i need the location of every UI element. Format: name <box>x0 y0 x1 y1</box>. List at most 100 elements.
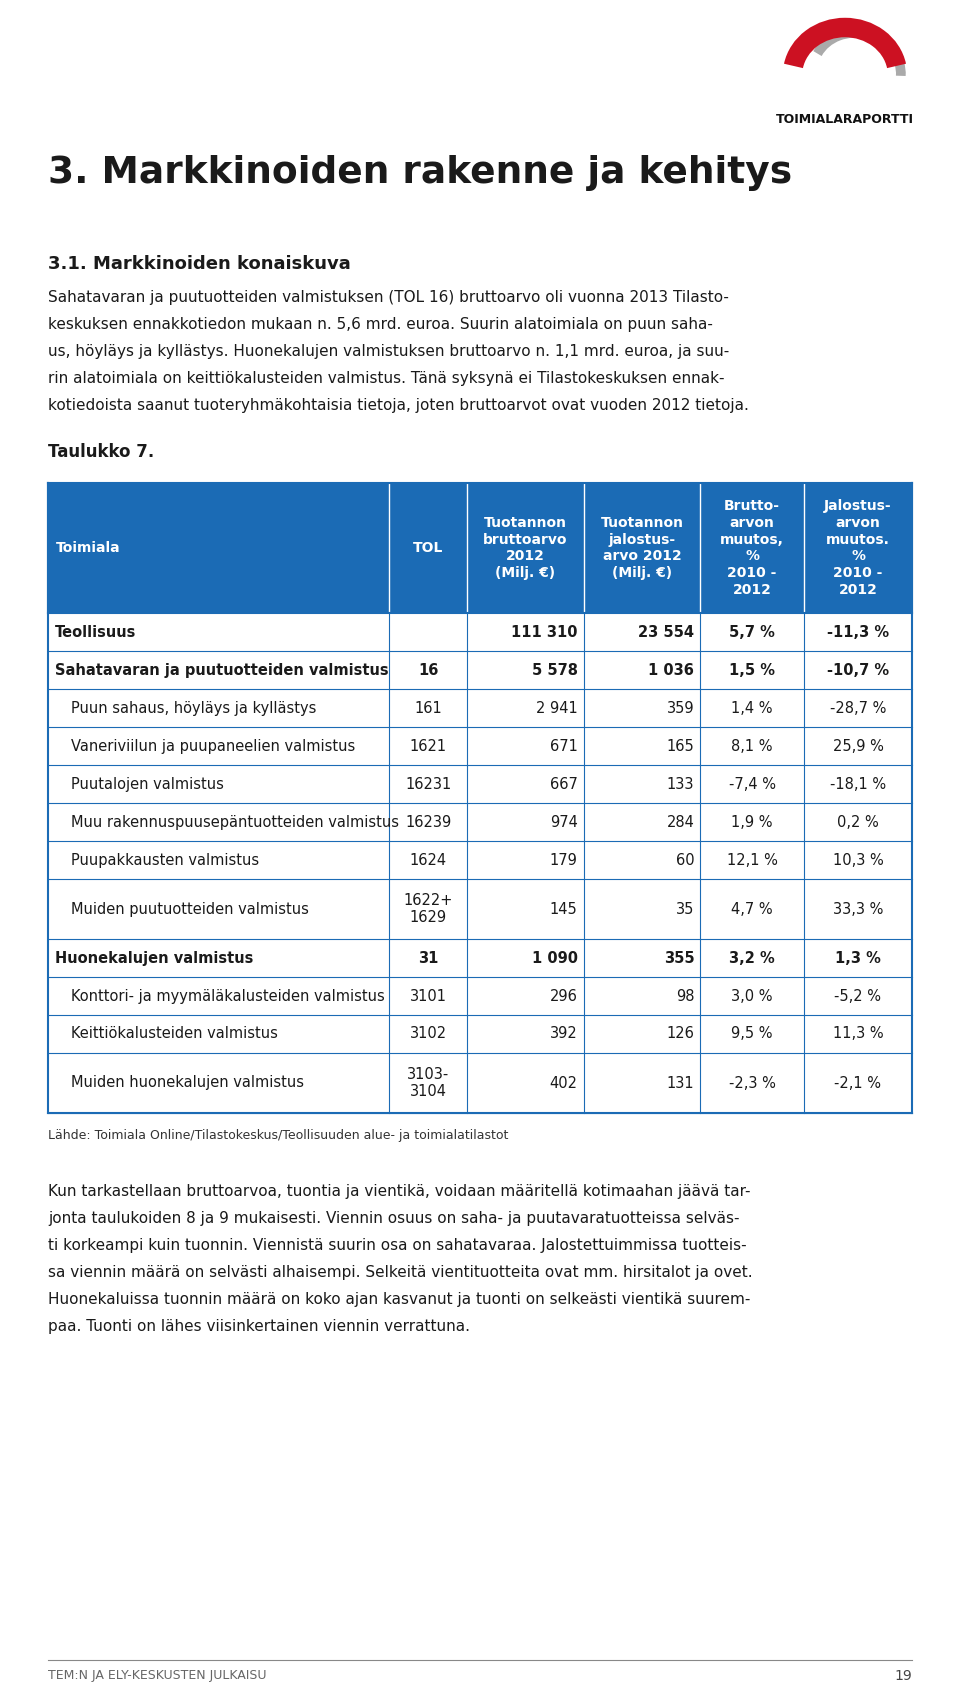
Text: Muiden huonekalujen valmistus: Muiden huonekalujen valmistus <box>71 1076 304 1090</box>
Text: 131: 131 <box>666 1076 694 1090</box>
Text: 1622+
1629: 1622+ 1629 <box>403 892 453 924</box>
Bar <box>48 651 912 688</box>
Bar <box>48 727 912 764</box>
Text: 671: 671 <box>550 739 578 754</box>
Text: 12,1 %: 12,1 % <box>727 852 778 867</box>
Text: 3103-
3104: 3103- 3104 <box>407 1066 449 1100</box>
Text: -2,1 %: -2,1 % <box>834 1076 881 1090</box>
Text: 1,4 %: 1,4 % <box>732 700 773 715</box>
Text: TOIMIALARAPORTTI: TOIMIALARAPORTTI <box>776 113 914 127</box>
Text: Tuotannon
jalostus-
arvo 2012
(Milj. €): Tuotannon jalostus- arvo 2012 (Milj. €) <box>601 516 684 580</box>
Text: 3,0 %: 3,0 % <box>732 989 773 1004</box>
Text: 392: 392 <box>550 1026 578 1041</box>
Text: Kun tarkastellaan bruttoarvoa, tuontia ja vientikä, voidaan määritellä kotimaaha: Kun tarkastellaan bruttoarvoa, tuontia j… <box>48 1184 751 1199</box>
Text: Huonekaluissa tuonnin määrä on koko ajan kasvanut ja tuonti on selkeästi vientik: Huonekaluissa tuonnin määrä on koko ajan… <box>48 1292 751 1307</box>
Text: 1,5 %: 1,5 % <box>730 663 775 678</box>
Text: Muiden puutuotteiden valmistus: Muiden puutuotteiden valmistus <box>71 901 309 916</box>
Text: Muu rakennuspuusepäntuotteiden valmistus: Muu rakennuspuusepäntuotteiden valmistus <box>71 815 399 830</box>
Text: paa. Tuonti on lähes viisinkertainen viennin verrattuna.: paa. Tuonti on lähes viisinkertainen vie… <box>48 1319 470 1334</box>
Text: Teollisuus: Teollisuus <box>55 624 136 639</box>
Text: 3101: 3101 <box>410 989 446 1004</box>
Text: 3,2 %: 3,2 % <box>730 950 775 965</box>
Text: 4,7 %: 4,7 % <box>732 901 773 916</box>
Bar <box>48 940 912 977</box>
Bar <box>48 764 912 803</box>
Text: jonta taulukoiden 8 ja 9 mukaisesti. Viennin osuus on saha- ja puutavaratuotteis: jonta taulukoiden 8 ja 9 mukaisesti. Vie… <box>48 1211 739 1226</box>
Bar <box>48 1053 912 1113</box>
Text: Puun sahaus, höyläys ja kyllästys: Puun sahaus, höyläys ja kyllästys <box>71 700 317 715</box>
Text: 11,3 %: 11,3 % <box>832 1026 883 1041</box>
Text: 1,3 %: 1,3 % <box>835 950 881 965</box>
Text: 165: 165 <box>666 739 694 754</box>
Text: 16239: 16239 <box>405 815 451 830</box>
Text: 60: 60 <box>676 852 694 867</box>
Text: 35: 35 <box>676 901 694 916</box>
Text: Lähde: Toimiala Online/Tilastokeskus/Teollisuuden alue- ja toimialatilastot: Lähde: Toimiala Online/Tilastokeskus/Teo… <box>48 1129 509 1142</box>
Text: 5 578: 5 578 <box>532 663 578 678</box>
Text: 296: 296 <box>550 989 578 1004</box>
Text: 126: 126 <box>666 1026 694 1041</box>
Text: 3. Markkinoiden rakenne ja kehitys: 3. Markkinoiden rakenne ja kehitys <box>48 155 792 191</box>
Text: 98: 98 <box>676 989 694 1004</box>
Text: 284: 284 <box>666 815 694 830</box>
Text: -5,2 %: -5,2 % <box>834 989 881 1004</box>
Text: TOL: TOL <box>413 542 444 555</box>
Text: 355: 355 <box>663 950 694 965</box>
Text: sa viennin määrä on selvästi alhaisempi. Selkeitä vientituotteita ovat mm. hirsi: sa viennin määrä on selvästi alhaisempi.… <box>48 1265 753 1280</box>
Text: Tuotannon
bruttoarvo
2012
(Milj. €): Tuotannon bruttoarvo 2012 (Milj. €) <box>483 516 567 580</box>
Text: Taulukko 7.: Taulukko 7. <box>48 444 155 461</box>
Text: 179: 179 <box>550 852 578 867</box>
Text: 8,1 %: 8,1 % <box>732 739 773 754</box>
Text: 1624: 1624 <box>410 852 446 867</box>
Text: Brutto-
arvon
muutos,
%
2010 -
2012: Brutto- arvon muutos, % 2010 - 2012 <box>720 499 784 597</box>
Text: 1 036: 1 036 <box>648 663 694 678</box>
Text: 0,2 %: 0,2 % <box>837 815 878 830</box>
Text: Vaneriviilun ja puupaneelien valmistus: Vaneriviilun ja puupaneelien valmistus <box>71 739 355 754</box>
Bar <box>48 612 912 651</box>
Text: 359: 359 <box>666 700 694 715</box>
Text: 1621: 1621 <box>410 739 446 754</box>
Bar <box>48 879 912 940</box>
Text: -7,4 %: -7,4 % <box>729 776 776 791</box>
Bar <box>48 1016 912 1053</box>
Text: 9,5 %: 9,5 % <box>732 1026 773 1041</box>
Text: kotiedoista saanut tuoteryhmäkohtaisia tietoja, joten bruttoarvot ovat vuoden 20: kotiedoista saanut tuoteryhmäkohtaisia t… <box>48 398 749 413</box>
Text: ti korkeampi kuin tuonnin. Viennistä suurin osa on sahatavaraa. Jalostettuimmiss: ti korkeampi kuin tuonnin. Viennistä suu… <box>48 1238 747 1253</box>
Text: keskuksen ennakkotiedon mukaan n. 5,6 mrd. euroa. Suurin alatoimiala on puun sah: keskuksen ennakkotiedon mukaan n. 5,6 mr… <box>48 317 713 332</box>
Text: 111 310: 111 310 <box>511 624 578 639</box>
Text: Huonekalujen valmistus: Huonekalujen valmistus <box>55 950 253 965</box>
Text: rin alatoimiala on keittiökalusteiden valmistus. Tänä syksynä ei Tilastokeskukse: rin alatoimiala on keittiökalusteiden va… <box>48 371 725 386</box>
Bar <box>48 803 912 842</box>
Text: 33,3 %: 33,3 % <box>833 901 883 916</box>
Text: 667: 667 <box>550 776 578 791</box>
Text: 974: 974 <box>550 815 578 830</box>
Text: 19: 19 <box>895 1668 912 1684</box>
Text: Puupakkausten valmistus: Puupakkausten valmistus <box>71 852 259 867</box>
Text: Sahatavaran ja puutuotteiden valmistuksen (TOL 16) bruttoarvo oli vuonna 2013 Ti: Sahatavaran ja puutuotteiden valmistukse… <box>48 290 729 305</box>
Text: 161: 161 <box>415 700 442 715</box>
Text: 31: 31 <box>418 950 439 965</box>
Text: 1 090: 1 090 <box>532 950 578 965</box>
Bar <box>48 842 912 879</box>
Text: 402: 402 <box>550 1076 578 1090</box>
Bar <box>48 977 912 1016</box>
Text: -28,7 %: -28,7 % <box>829 700 886 715</box>
Text: Jalostus-
arvon
muutos.
%
2010 -
2012: Jalostus- arvon muutos. % 2010 - 2012 <box>825 499 892 597</box>
Text: 25,9 %: 25,9 % <box>832 739 883 754</box>
Text: 16: 16 <box>418 663 439 678</box>
Text: us, höyläys ja kyllästys. Huonekalujen valmistuksen bruttoarvo n. 1,1 mrd. euroa: us, höyläys ja kyllästys. Huonekalujen v… <box>48 344 730 359</box>
Text: -2,3 %: -2,3 % <box>729 1076 776 1090</box>
Text: Keittiökalusteiden valmistus: Keittiökalusteiden valmistus <box>71 1026 277 1041</box>
Text: 3.1. Markkinoiden konaiskuva: 3.1. Markkinoiden konaiskuva <box>48 255 350 273</box>
Text: 133: 133 <box>667 776 694 791</box>
Text: 23 554: 23 554 <box>638 624 694 639</box>
Text: Sahatavaran ja puutuotteiden valmistus: Sahatavaran ja puutuotteiden valmistus <box>55 663 389 678</box>
Text: 5,7 %: 5,7 % <box>730 624 775 639</box>
Bar <box>48 688 912 727</box>
Text: 3102: 3102 <box>410 1026 446 1041</box>
Text: -11,3 %: -11,3 % <box>827 624 889 639</box>
Text: -10,7 %: -10,7 % <box>827 663 889 678</box>
Text: 1,9 %: 1,9 % <box>732 815 773 830</box>
Text: Puutalojen valmistus: Puutalojen valmistus <box>71 776 224 791</box>
Text: 145: 145 <box>550 901 578 916</box>
